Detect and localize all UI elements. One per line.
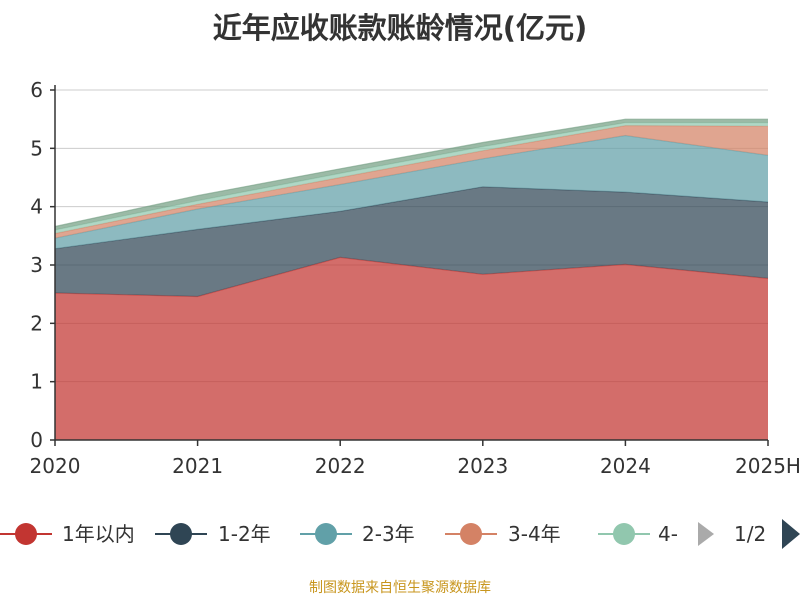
legend-item[interactable]: 4- xyxy=(598,522,678,546)
legend-marker-icon xyxy=(315,523,337,545)
source-note: 制图数据来自恒生聚源数据库 xyxy=(309,580,491,596)
legend-marker-icon xyxy=(15,523,37,545)
x-tick-label: 2023 xyxy=(457,454,508,478)
series-line-6 xyxy=(54,118,768,228)
y-tick-label: 1 xyxy=(30,370,43,394)
legend-marker-icon xyxy=(170,523,192,545)
legend-item[interactable]: 1-2年 xyxy=(155,522,271,546)
x-tick-label: 2025H xyxy=(735,454,800,478)
legend-label: 3-4年 xyxy=(508,522,561,546)
y-tick-label: 2 xyxy=(30,311,43,335)
axes: 0 1 2 3 4 5 6 2020 2021 2022 2023 2024 2025H xyxy=(30,78,800,478)
legend-label: 4- xyxy=(658,522,678,546)
legend-label: 1-2年 xyxy=(218,522,271,546)
legend-marker-icon xyxy=(613,523,635,545)
series-area-3 xyxy=(55,135,768,249)
x-tick-label: 2022 xyxy=(315,454,366,478)
y-tick-label: 0 xyxy=(30,428,43,452)
x-tick-label: 2021 xyxy=(172,454,223,478)
y-tick-label: 4 xyxy=(30,195,43,219)
legend-item[interactable]: 3-4年 xyxy=(445,522,561,546)
legend-label: 1年以内 xyxy=(62,522,135,546)
chart-title: 近年应收账款账龄情况(亿元) xyxy=(213,11,588,45)
legend-prev-arrow-icon[interactable] xyxy=(698,522,714,546)
series-areas xyxy=(54,118,769,440)
legend-marker-icon xyxy=(460,523,482,545)
series-area-1 xyxy=(55,257,768,440)
x-tick-label: 2024 xyxy=(600,454,651,478)
y-tick-label: 3 xyxy=(30,253,43,277)
legend-item[interactable]: 1年以内 xyxy=(0,522,135,546)
y-tick-label: 5 xyxy=(30,136,43,160)
legend-item[interactable]: 2-3年 xyxy=(300,522,415,546)
legend: 1年以内 1-2年 2-3年 3-4年 4- 1/2 xyxy=(0,519,800,549)
legend-next-arrow-icon[interactable] xyxy=(782,519,800,549)
legend-page-indicator: 1/2 xyxy=(734,522,766,546)
y-tick-label: 6 xyxy=(30,78,43,102)
series-area-4 xyxy=(55,125,768,239)
legend-label: 2-3年 xyxy=(362,522,415,546)
x-tick-label: 2020 xyxy=(30,454,81,478)
series-area-2 xyxy=(55,186,768,297)
